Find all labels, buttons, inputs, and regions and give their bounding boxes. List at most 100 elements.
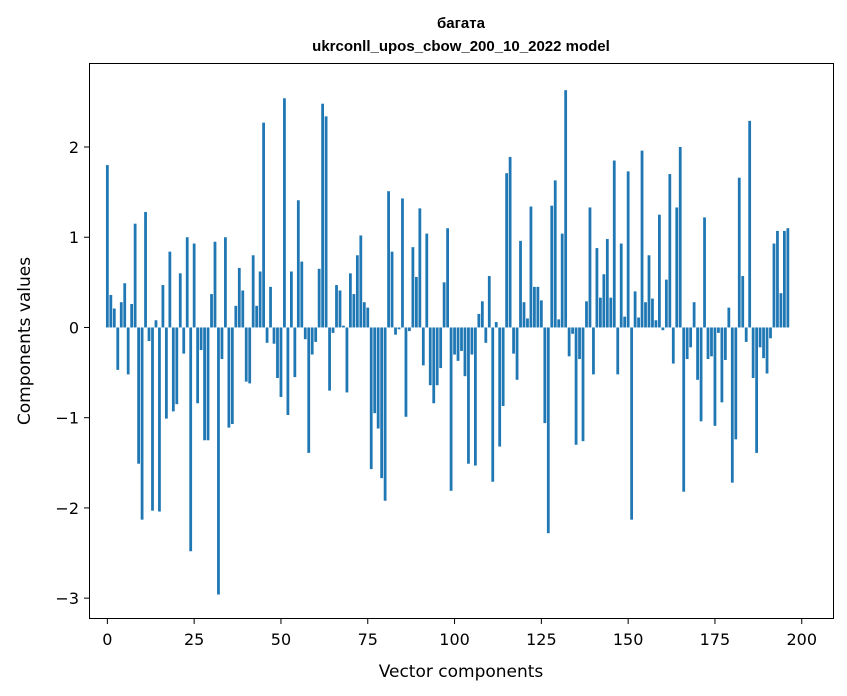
bar-16 [161, 285, 165, 328]
bar-55 [296, 200, 300, 328]
bar-147 [616, 327, 620, 375]
bar-97 [442, 282, 446, 328]
bar-27 [199, 327, 203, 351]
bar-44 [258, 271, 262, 328]
bar-49 [276, 327, 279, 378]
bar-46 [265, 327, 269, 343]
bar-141 [595, 248, 599, 328]
bar-9 [137, 327, 140, 464]
bar-0 [105, 165, 109, 328]
bar-186 [751, 327, 755, 378]
bar-38 [237, 267, 241, 328]
bar-162 [668, 174, 672, 328]
bar-36 [230, 327, 234, 425]
bar-164 [675, 207, 679, 328]
bar-136 [578, 327, 581, 360]
bar-133 [567, 327, 571, 357]
bar-172 [703, 217, 706, 328]
bar-1 [109, 294, 113, 328]
bar-12 [147, 327, 151, 341]
bar-132 [564, 90, 568, 328]
bar-62 [321, 103, 325, 328]
bar-54 [293, 327, 297, 378]
bar-92 [425, 233, 429, 328]
bar-22 [182, 327, 186, 354]
bar-121 [526, 318, 529, 328]
bar-50 [279, 327, 283, 397]
bar-112 [494, 322, 498, 328]
bar-71 [352, 294, 356, 328]
bar-153 [637, 317, 640, 328]
bar-56 [300, 261, 304, 328]
bar-84 [397, 327, 401, 330]
bar-25 [192, 243, 196, 328]
bar-166 [682, 327, 686, 492]
bar-149 [623, 316, 627, 328]
bar-120 [522, 302, 526, 328]
bar-30 [210, 294, 213, 328]
bar-192 [772, 243, 776, 328]
x-tick-label-50: 50 [271, 630, 291, 649]
bar-60 [314, 327, 318, 342]
bar-144 [605, 239, 609, 328]
bar-58 [307, 327, 311, 453]
x-tick-label-0: 0 [102, 630, 112, 649]
bar-183 [741, 276, 745, 328]
bar-146 [612, 160, 616, 328]
bar-117 [512, 327, 515, 354]
bar-184 [744, 327, 748, 342]
bar-70 [349, 273, 352, 328]
bar-143 [602, 274, 606, 328]
y-tick-label-0: 0 [69, 318, 79, 337]
bar-45 [262, 122, 265, 328]
y-tick-label-1: 1 [69, 228, 79, 247]
bar-115 [505, 173, 509, 328]
bar-182 [737, 177, 741, 328]
bar-21 [178, 273, 182, 328]
bar-108 [480, 301, 484, 328]
bar-101 [456, 327, 460, 361]
y-tick-label--2: −2 [55, 499, 79, 518]
bar-190 [765, 327, 769, 374]
bar-13 [151, 327, 154, 511]
bar-11 [144, 211, 147, 328]
bar-122 [529, 206, 533, 328]
bar-111 [491, 327, 495, 482]
bar-48 [272, 327, 276, 344]
bar-171 [699, 327, 703, 422]
bar-series [105, 90, 790, 595]
bar-158 [654, 320, 658, 328]
bar-154 [640, 150, 644, 328]
bar-135 [574, 327, 578, 445]
bar-145 [609, 297, 613, 328]
bar-125 [539, 300, 543, 328]
bar-68 [342, 325, 345, 328]
bar-77 [373, 327, 377, 414]
bar-131 [560, 233, 564, 328]
bar-17 [164, 327, 168, 419]
bar-194 [779, 293, 783, 328]
bar-139 [588, 207, 592, 328]
bar-89 [414, 276, 418, 328]
bar-176 [717, 327, 720, 333]
bar-4 [119, 302, 123, 328]
x-axis-label: Vector components [379, 662, 544, 682]
bar-126 [543, 327, 547, 424]
y-axis-label: Components values [15, 257, 35, 425]
bar-163 [671, 327, 675, 364]
bar-137 [581, 327, 585, 442]
bar-175 [713, 327, 717, 426]
x-axis-ticks: 0 25 50 75 100 125 150 175 200 [102, 618, 817, 649]
bar-15 [158, 327, 161, 512]
bar-174 [710, 327, 713, 357]
bar-33 [220, 327, 224, 360]
bar-26 [196, 327, 200, 404]
bar-142 [598, 297, 602, 328]
x-tick-label-25: 25 [184, 630, 204, 649]
bar-63 [324, 116, 328, 328]
bar-14 [154, 320, 158, 328]
y-tick-label--1: −1 [55, 409, 79, 428]
bar-148 [619, 243, 623, 328]
bar-96 [439, 327, 443, 369]
